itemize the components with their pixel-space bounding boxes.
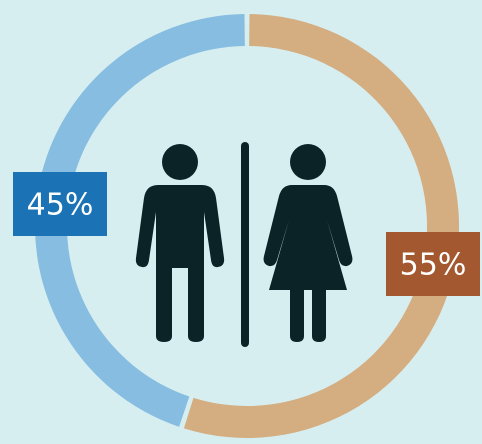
man-head	[162, 144, 198, 180]
value-label: 45%	[27, 188, 94, 223]
label-box	[13, 172, 107, 236]
woman-body	[263, 185, 353, 342]
icons	[135, 142, 353, 347]
man-body	[135, 185, 225, 342]
donut-segment	[35, 14, 245, 427]
woman-head	[290, 144, 326, 180]
value-label: 55%	[400, 248, 467, 283]
label-box	[386, 232, 480, 296]
divider	[241, 142, 249, 347]
